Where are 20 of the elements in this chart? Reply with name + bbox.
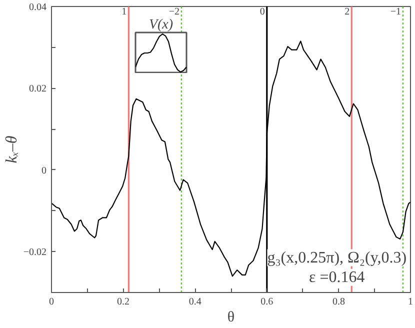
x-tick-label: 0 xyxy=(49,296,54,308)
x-tick-label: 0.8 xyxy=(332,296,345,308)
y-tick-label: 0 xyxy=(42,165,46,176)
y-tick-label: −0.02 xyxy=(23,247,46,258)
annotation: 0 xyxy=(260,6,265,18)
annotation: −1 xyxy=(390,6,401,18)
annotation: g₃(x,0.25π), Ω₂(y,0.3) xyxy=(267,249,407,266)
y-tick-label: 0.04 xyxy=(29,2,46,13)
y-tick-label: 0.02 xyxy=(29,84,46,95)
annotation: ε =0.164 xyxy=(309,268,365,286)
x-tick-label: 1 xyxy=(408,296,413,308)
x-tick-label: 0.6 xyxy=(260,296,274,308)
x-tick-label: 0.2 xyxy=(117,296,130,308)
annotation: 1 xyxy=(122,6,127,18)
annotation: −2 xyxy=(168,6,180,18)
x-tick-label: 0.4 xyxy=(188,296,202,308)
y-axis-title: kₓ–θ xyxy=(3,136,20,164)
x-axis-title: θ xyxy=(227,310,235,326)
chart-title: V(x) xyxy=(148,18,174,32)
annotation: 2 xyxy=(344,6,350,18)
